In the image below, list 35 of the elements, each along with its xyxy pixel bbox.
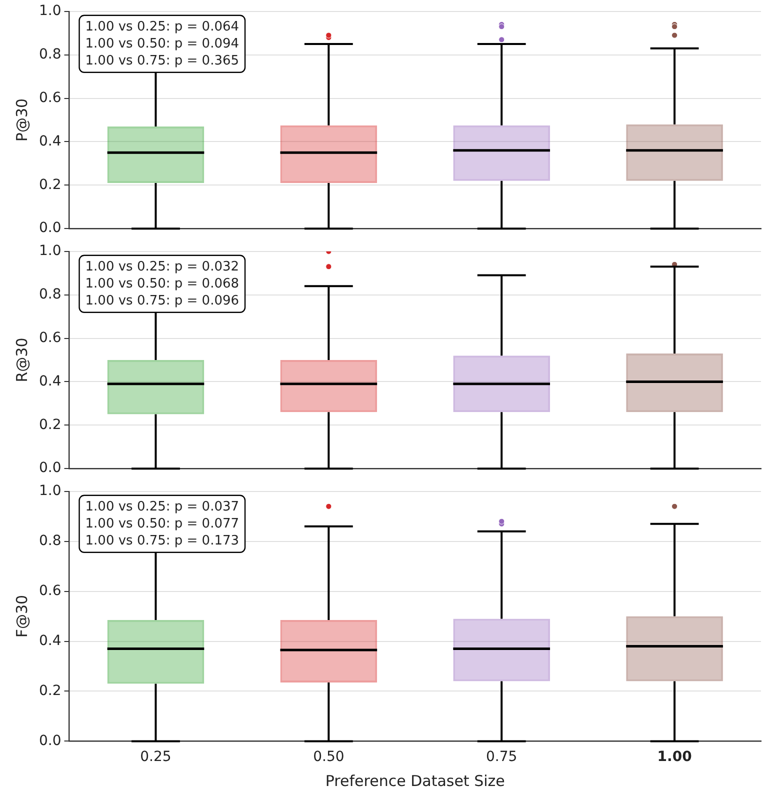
y-tick-label: 0.8: [39, 286, 62, 302]
x-tick-label: 1.00: [657, 749, 692, 766]
annotation: 1.00 vs 0.25: p = 0.064: [85, 19, 240, 34]
x-tick-label: 0.25: [140, 749, 172, 766]
y-tick-label: 0.0: [39, 220, 62, 236]
annotation: 1.00 vs 0.25: p = 0.037: [85, 499, 240, 514]
x-tick-label: 0.50: [313, 749, 344, 766]
y-tick-label: 0.8: [39, 533, 62, 549]
y-tick-label: 0.4: [39, 373, 62, 390]
y-tick-label: 0.2: [39, 176, 62, 193]
y-tick-label: 1.0: [39, 243, 62, 260]
annotation: 1.00 vs 0.75: p = 0.173: [85, 533, 240, 548]
y-tick-label: 0.0: [39, 460, 62, 476]
y-axis-title: F@30: [12, 594, 31, 638]
x-axis-title: Preference Dataset Size: [325, 772, 505, 790]
x-tick-label: 0.75: [486, 749, 518, 766]
y-tick-label: 0.4: [39, 632, 62, 649]
y-tick-label: 0.6: [39, 330, 62, 346]
annotation: 1.00 vs 0.75: p = 0.096: [85, 293, 240, 308]
y-tick-label: 0.6: [39, 582, 62, 599]
y-tick-label: 0.6: [39, 90, 62, 106]
y-tick-label: 1.0: [39, 3, 62, 20]
y-tick-label: 0.0: [39, 732, 62, 749]
y-tick-label: 0.8: [39, 46, 62, 62]
annotation: 1.00 vs 0.75: p = 0.365: [85, 53, 240, 68]
y-axis-title: R@30: [12, 338, 31, 382]
annotation: 1.00 vs 0.50: p = 0.068: [85, 276, 240, 292]
annotation: 1.00 vs 0.25: p = 0.032: [85, 259, 240, 274]
annotation: 1.00 vs 0.50: p = 0.077: [85, 516, 240, 532]
y-axis-title: P@30: [12, 98, 31, 142]
y-tick-label: 0.4: [39, 133, 62, 150]
y-tick-label: 1.0: [39, 483, 62, 500]
y-tick-label: 0.2: [39, 682, 62, 699]
y-tick-label: 0.2: [39, 416, 62, 433]
annotation: 1.00 vs 0.50: p = 0.094: [85, 36, 240, 52]
